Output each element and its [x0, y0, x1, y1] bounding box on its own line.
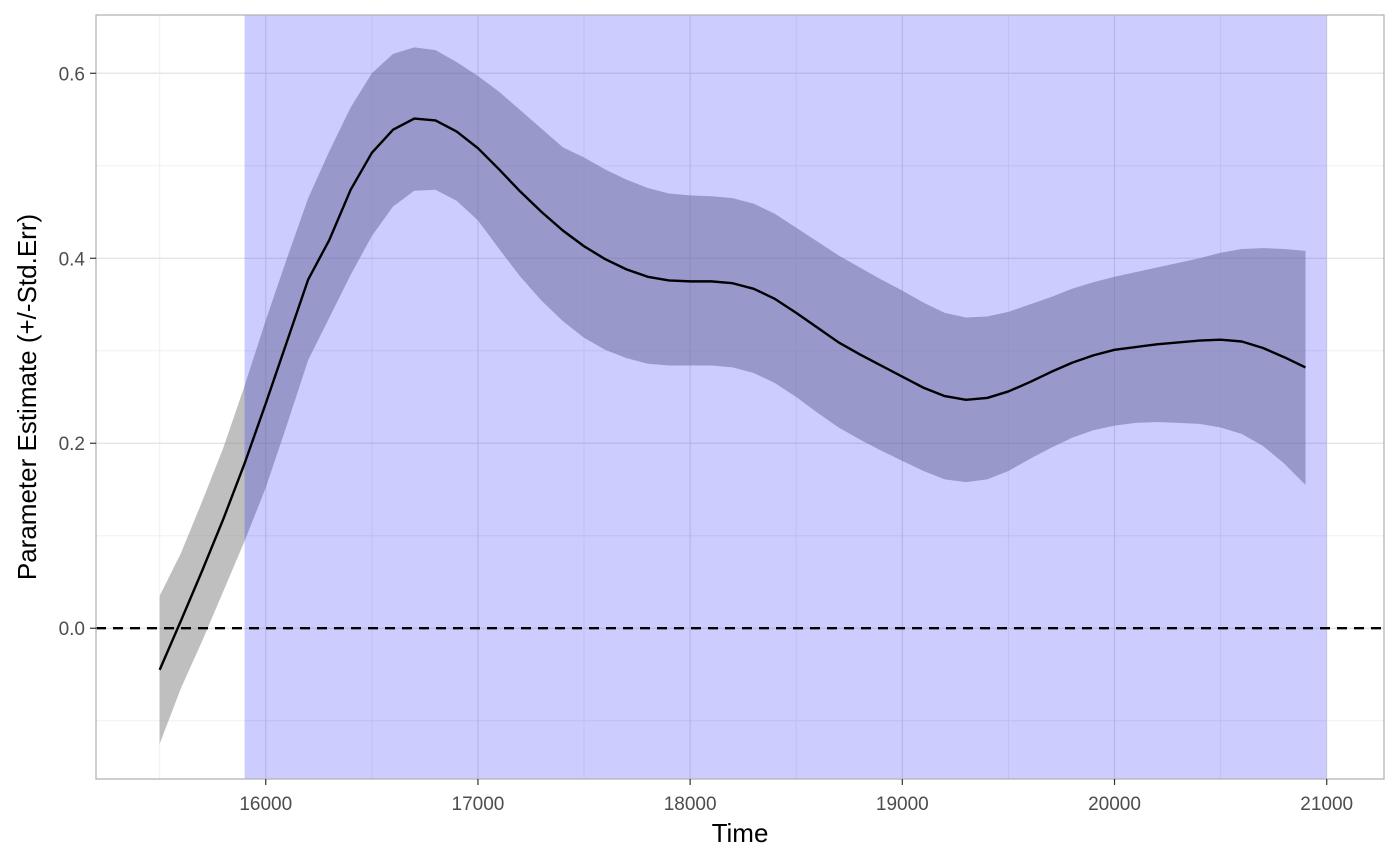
plot-border [95, 14, 1385, 780]
x-tick-label: 18000 [664, 794, 717, 815]
highlight-region [244, 15, 1327, 779]
y-tick-label: 0.6 [59, 64, 85, 85]
y-axis-title: Parameter Estimate (+/-Std.Err) [12, 214, 42, 580]
x-tick-label: 16000 [239, 794, 292, 815]
x-axis-ticks: 16000 17000 18000 19000 20000 21000 [239, 779, 1353, 815]
x-axis-title: Time [712, 818, 769, 848]
y-tick-label: 0.0 [59, 619, 85, 640]
std-err-band [159, 47, 1306, 744]
x-tick-label: 17000 [452, 794, 505, 815]
estimate-line [158, 117, 1307, 671]
x-tick-label: 20000 [1088, 794, 1141, 815]
y-tick-label: 0.2 [59, 434, 85, 455]
x-tick-label: 19000 [876, 794, 929, 815]
y-axis-ticks: 0.0 0.2 0.4 0.6 [59, 64, 96, 640]
y-tick-label: 0.4 [59, 249, 86, 270]
x-tick-label: 21000 [1300, 794, 1353, 815]
